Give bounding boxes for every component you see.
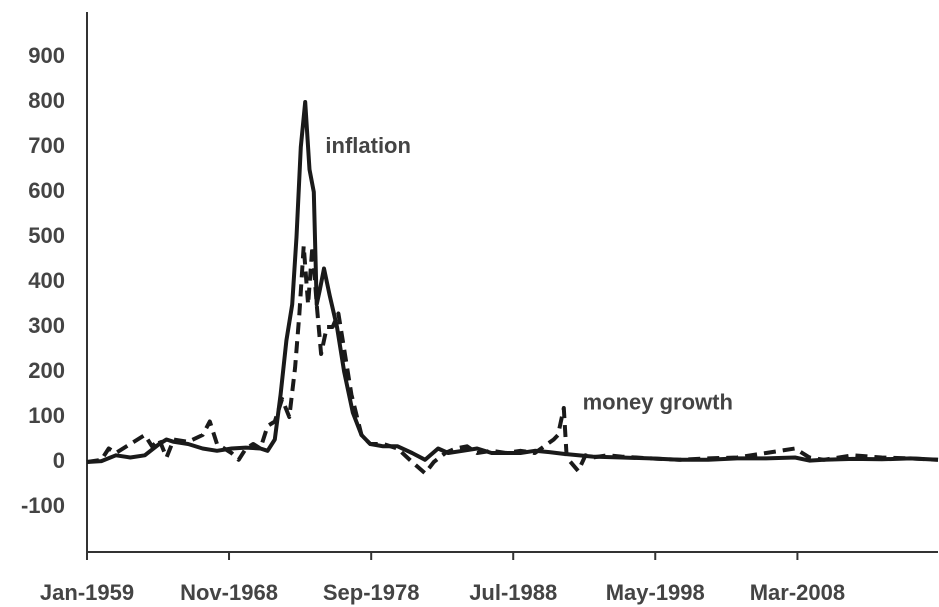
x-tick-label: Jul-1988 bbox=[469, 580, 557, 605]
y-tick-label: 900 bbox=[28, 43, 65, 68]
annotation: inflation bbox=[325, 133, 411, 158]
y-tick-label: 700 bbox=[28, 133, 65, 158]
y-tick-label: 0 bbox=[53, 448, 65, 473]
y-tick-label: 800 bbox=[28, 88, 65, 113]
y-tick-label: 400 bbox=[28, 268, 65, 293]
x-tick-label: May-1998 bbox=[606, 580, 705, 605]
line-series bbox=[86, 244, 939, 476]
y-tick-label: 600 bbox=[28, 178, 65, 203]
annotation: money growth bbox=[583, 389, 733, 414]
x-tick-label: Mar-2008 bbox=[750, 580, 845, 605]
y-tick-label: 300 bbox=[28, 313, 65, 338]
y-tick-label: 100 bbox=[28, 403, 65, 428]
y-tick-label: 500 bbox=[28, 223, 65, 248]
x-tick-label: Jan-1959 bbox=[40, 580, 134, 605]
line-series bbox=[86, 100, 939, 464]
x-tick-label: Nov-1968 bbox=[180, 580, 278, 605]
x-tick-label: Sep-1978 bbox=[323, 580, 420, 605]
y-tick-label: 200 bbox=[28, 358, 65, 383]
y-tick-label: -100 bbox=[21, 493, 65, 518]
